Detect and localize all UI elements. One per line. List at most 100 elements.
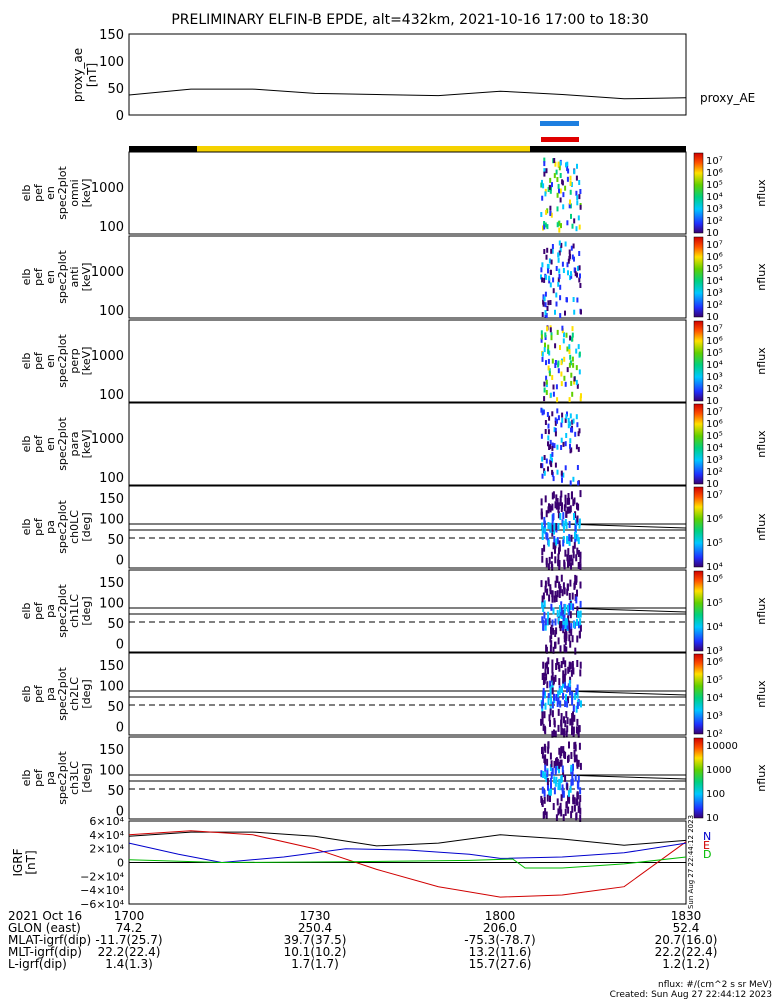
flux-pixel	[548, 556, 551, 564]
flux-pixel	[546, 661, 549, 669]
flux-pixel	[551, 411, 554, 417]
pitch-tick-label: 150	[99, 743, 124, 758]
flux-pixel	[540, 433, 543, 439]
flux-pixel	[566, 262, 569, 268]
flux-pixel	[564, 465, 567, 471]
flux-pixel	[559, 173, 562, 178]
flux-pixel	[542, 687, 545, 695]
flux-pixel	[546, 306, 549, 311]
flux-pixel	[575, 190, 578, 196]
flux-pixel	[547, 522, 550, 529]
colorbar-tick-label: 10⁶	[706, 168, 723, 179]
pitch-tick-label: 0	[116, 638, 124, 653]
colorbar-tick-label: 10⁶	[706, 514, 723, 525]
flux-pixel	[548, 594, 551, 602]
flux-pixel	[560, 422, 563, 428]
flux-pixel	[558, 560, 561, 567]
flux-pixel	[576, 702, 579, 709]
flux-pixel	[564, 241, 567, 247]
flux-pixel	[549, 522, 552, 530]
flux-pixel	[541, 456, 544, 462]
flux-pixel	[571, 326, 574, 332]
flux-pixel	[552, 277, 555, 283]
flux-pixel	[572, 499, 575, 507]
flux-pixel	[542, 661, 545, 669]
flux-pixel	[544, 764, 547, 772]
flux-pixel	[541, 463, 544, 469]
flux-pixel	[557, 511, 560, 519]
flux-pixel	[541, 751, 544, 759]
flux-pixel	[540, 274, 542, 280]
flux-pixel	[547, 300, 550, 306]
flux-pixel	[579, 563, 582, 571]
flux-pixel	[566, 535, 569, 543]
flux-pixel	[571, 698, 574, 706]
flux-pixel	[542, 723, 545, 731]
flux-pixel	[570, 492, 573, 500]
flux-pixel	[545, 811, 548, 819]
flux-pixel	[556, 498, 559, 505]
xaxis-value: -75.3(-78.7)	[464, 933, 535, 947]
flux-pixel	[573, 749, 576, 757]
flux-pixel	[571, 223, 574, 229]
flux-pixel	[568, 634, 571, 642]
flux-pixel	[550, 760, 553, 768]
flux-pixel	[558, 678, 561, 686]
flux-pixel	[578, 801, 581, 809]
flux-pixel	[558, 268, 561, 274]
flux-pixel	[573, 267, 576, 273]
flux-pixel	[563, 559, 566, 567]
flux-pixel	[571, 419, 574, 425]
flux-pixel	[570, 380, 573, 386]
xaxis-row-label: 2021 Oct 16	[8, 909, 82, 923]
colorbar-label: nflux	[755, 347, 768, 375]
flux-pixel	[553, 427, 556, 433]
flux-pixel	[541, 277, 544, 283]
flux-pixel	[540, 267, 543, 273]
flux-pixel	[545, 254, 548, 260]
flux-pixel	[576, 727, 579, 735]
flux-pixel	[566, 554, 569, 562]
flux-pixel	[572, 667, 575, 675]
flux-pixel	[572, 362, 575, 368]
flux-pixel	[551, 358, 554, 364]
flux-pixel	[559, 345, 561, 350]
side-time-stamp: Sun Aug 27 22:44:12 2023	[687, 815, 695, 909]
flux-pixel	[579, 283, 582, 288]
flux-pixel	[557, 502, 560, 510]
flux-pixel	[570, 271, 572, 277]
flux-pixel	[566, 176, 569, 182]
flux-pixel	[545, 209, 548, 215]
flux-pixel	[550, 632, 553, 639]
flux-pixel	[554, 730, 557, 738]
xaxis-value: 1700	[114, 909, 145, 923]
flux-pixel	[572, 763, 574, 771]
colorbar-tick-label: 10⁵	[706, 431, 723, 442]
flux-pixel	[555, 301, 558, 307]
flux-pixel	[567, 548, 570, 556]
flux-pixel	[541, 179, 543, 185]
flux-pixel	[577, 805, 580, 813]
figure-title: PRELIMINARY ELFIN-B EPDE, alt=432km, 202…	[171, 12, 648, 28]
flux-pixel	[553, 158, 556, 163]
flux-pixel	[565, 634, 568, 641]
flux-pixel	[573, 497, 576, 505]
flux-pixel	[557, 183, 560, 189]
flux-pixel	[550, 525, 553, 533]
spectrogram-ylabel: elbpefpaspec2plotch3LC[deg]	[20, 751, 93, 805]
flux-pixel	[543, 249, 546, 254]
flux-pixel	[577, 265, 579, 271]
flux-pixel	[546, 758, 549, 766]
flux-pixel	[568, 534, 571, 542]
flux-pixel	[558, 761, 561, 769]
flux-pixel	[550, 212, 553, 218]
flux-pixel	[549, 460, 552, 466]
flux-pixel	[576, 297, 579, 303]
flux-pixel	[578, 351, 581, 357]
flux-pixel	[570, 427, 572, 433]
flux-pixel	[546, 778, 549, 785]
flux-pixel	[579, 551, 582, 559]
flux-pixel	[553, 717, 556, 725]
flux-pixel	[570, 245, 573, 251]
xaxis-value: 1.4(1.3)	[105, 957, 153, 971]
